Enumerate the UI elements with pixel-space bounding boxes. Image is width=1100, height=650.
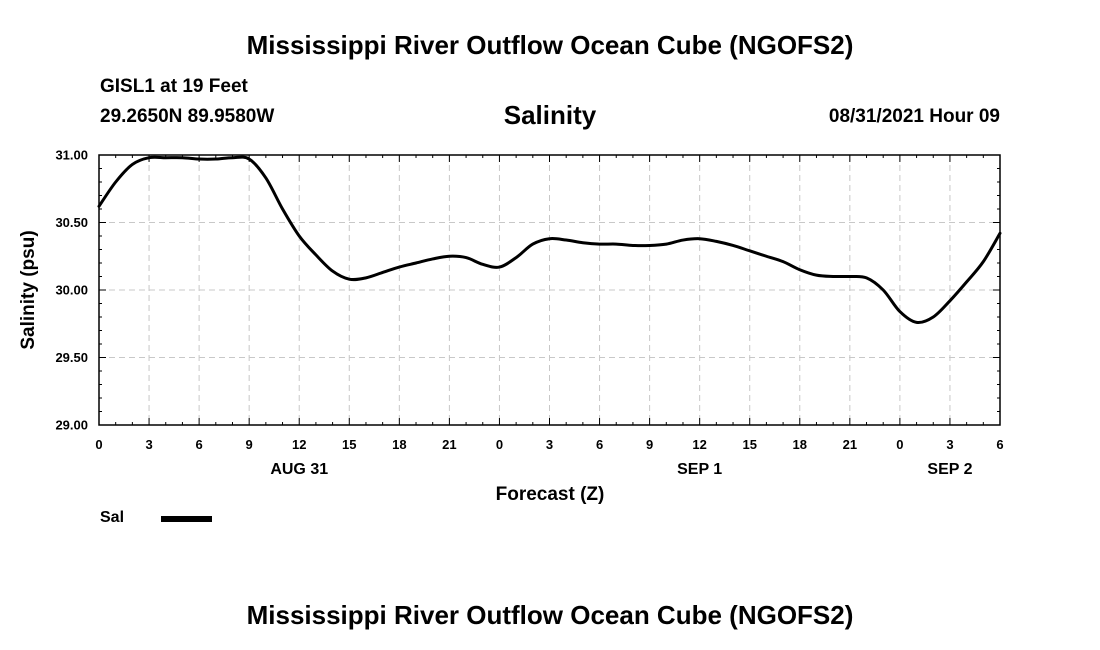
station-coordinates: 29.2650N 89.9580W [100,106,275,127]
x-tick-label: 6 [996,437,1003,452]
axis-layer: 0 3 6 9 12 15 18 21 0 3 6 9 12 15 18 21 0 3 6 29.00 29.50 30.… [55,148,1003,479]
x-tick-label: 3 [145,437,152,452]
y-tick-label: 31.00 [55,148,88,163]
x-axis-label: Forecast (Z) [496,484,605,505]
x-tick-label: 12 [292,437,306,452]
x-tick-label: 0 [496,437,503,452]
station-label: GISL1 at 19 Feet [100,76,248,97]
series-line-sal [97,155,1002,325]
x-tick-label: 18 [392,437,406,452]
x-tick-label: 0 [95,437,102,452]
x-tick-label: 21 [843,437,857,452]
x-tick-label: 9 [646,437,653,452]
series-layer [97,155,1002,325]
x-tick-label: 18 [793,437,807,452]
x-tick-label: 12 [692,437,706,452]
date-label: AUG 31 [270,461,328,478]
y-tick-label: 30.00 [55,283,88,298]
chart-title-bottom: Mississippi River Outflow Ocean Cube (NG… [246,600,854,630]
x-tick-label: 3 [946,437,953,452]
x-tick-label: 0 [896,437,903,452]
x-tick-label: 3 [546,437,553,452]
date-label: SEP 1 [677,461,722,478]
grid-layer [99,155,1000,425]
x-tick-label: 6 [596,437,603,452]
x-tick-label: 15 [742,437,756,452]
y-tick-label: 29.00 [55,418,88,433]
x-tick-label: 15 [342,437,356,452]
date-label: SEP 2 [927,461,972,478]
chart-title-top: Mississippi River Outflow Ocean Cube (NG… [246,30,854,60]
x-tick-label: 9 [246,437,253,452]
variable-title: Salinity [503,100,597,130]
y-tick-label: 30.50 [55,215,88,230]
y-tick-label: 29.50 [55,350,88,365]
forecast-datetime: 08/31/2021 Hour 09 [828,106,1000,127]
y-axis-label: Salinity (psu) [18,230,39,349]
legend-line-swatch [161,516,212,522]
x-tick-label: 6 [195,437,202,452]
plot-frame [98,154,1001,426]
x-tick-label: 21 [442,437,456,452]
legend-label: Sal [100,509,125,526]
